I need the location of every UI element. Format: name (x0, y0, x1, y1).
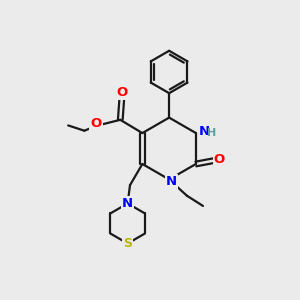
Text: O: O (116, 86, 128, 99)
Text: N: N (199, 125, 210, 138)
Text: N: N (122, 197, 133, 210)
Text: H: H (208, 128, 217, 138)
Text: N: N (166, 175, 177, 188)
Text: S: S (123, 237, 132, 250)
Text: O: O (91, 117, 102, 130)
Text: O: O (214, 153, 225, 166)
